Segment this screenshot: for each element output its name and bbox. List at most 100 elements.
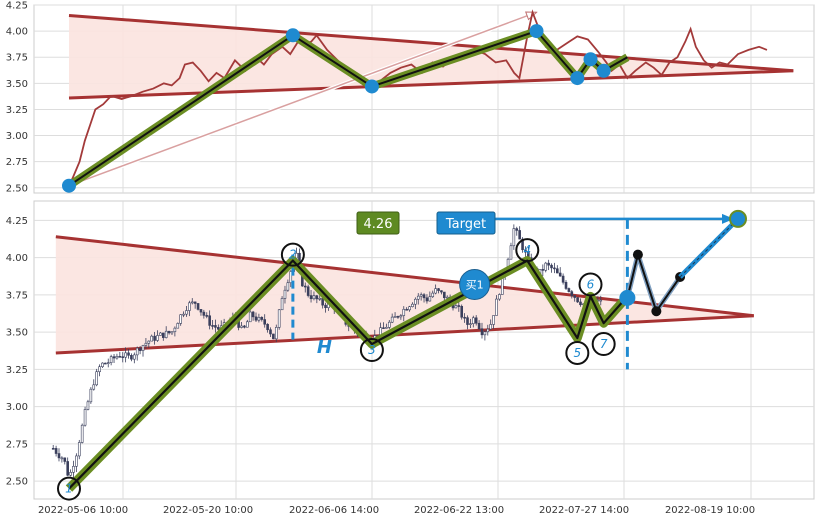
projection-dot-0: [632, 249, 643, 260]
candle-body: [211, 325, 214, 327]
candle-body: [382, 327, 385, 329]
candle-body: [263, 319, 266, 325]
pivot-circle-2: [280, 242, 305, 267]
candle-body: [393, 316, 397, 318]
bottom-xtick-label: 2022-05-20 10:00: [163, 505, 253, 516]
top-ytick-label: 3.25: [6, 105, 28, 116]
candle-body: [77, 442, 81, 457]
candle-body: [54, 448, 58, 454]
top-triangle-upper: [68, 13, 794, 73]
candle-body: [106, 362, 110, 364]
candle-body: [443, 291, 446, 299]
candle-body: [509, 245, 513, 260]
candle-body: [95, 371, 98, 386]
pivot-label-6: 6: [587, 277, 595, 291]
candle-body: [550, 264, 553, 269]
candle-body: [318, 297, 322, 300]
candle-body: [83, 409, 87, 426]
bottom-xtick-label: 2022-07-27 14:00: [539, 505, 629, 516]
candle-body: [544, 262, 548, 271]
candle-body: [561, 275, 565, 283]
candle-body: [466, 317, 469, 325]
candle-body: [254, 316, 258, 321]
candle-body: [272, 333, 275, 340]
candle-body: [138, 347, 142, 351]
entry-dot: [619, 289, 636, 306]
bottom-xtick-label: 2022-06-06 14:00: [289, 505, 379, 516]
candle-body: [541, 269, 545, 271]
candle-body: [547, 262, 550, 266]
candle-body: [205, 315, 209, 317]
candle-body: [518, 230, 521, 240]
candle-body: [269, 329, 272, 335]
candle-body: [576, 297, 579, 303]
bottom-ytick-label: 2.50: [6, 477, 28, 488]
candle-body: [72, 465, 75, 473]
pivot-circle-5: [565, 340, 590, 365]
candle-body: [434, 288, 437, 294]
candle-body: [396, 316, 400, 318]
candle-body: [486, 328, 490, 333]
top-pivot-dot-0: [62, 178, 76, 193]
candle-body: [130, 355, 133, 360]
top-ytick-label: 2.75: [6, 157, 28, 168]
candle-body: [498, 294, 501, 300]
candle-body: [159, 332, 162, 336]
candle-body: [75, 455, 78, 467]
candle-body: [524, 249, 527, 253]
top-panel: 2.50 2.75 3.00 3.25 3.50 3.75 4.00 4.25: [6, 1, 815, 194]
target-path-dash: [679, 218, 739, 278]
candle-body: [185, 310, 188, 315]
candle-body: [156, 335, 159, 341]
candle-body: [243, 325, 246, 328]
candle-body: [167, 330, 171, 334]
top-ytick-label: 4.00: [6, 27, 28, 38]
top-ytick-label: 3.75: [6, 53, 28, 64]
candle-body: [483, 331, 487, 336]
bottom-ytick-label: 4.25: [6, 216, 28, 227]
bottom-xtick-label: 2022-06-22 13:00: [414, 505, 504, 516]
bottom-ytick-label: 3.00: [6, 402, 28, 413]
candle-body: [179, 314, 182, 324]
candle-body: [312, 295, 316, 300]
candle-body: [89, 388, 93, 403]
candle-body: [564, 281, 568, 289]
candle-body: [480, 328, 484, 336]
top-pivot-dot-4: [570, 71, 585, 86]
candle-body: [474, 317, 478, 324]
pivot-circle-6: [578, 272, 603, 297]
candle-body: [202, 311, 206, 316]
candle-body: [63, 457, 67, 462]
height-label: H: [317, 337, 332, 358]
top-pivot-dot-3: [529, 24, 544, 39]
candle-body: [188, 302, 191, 311]
candle-body: [173, 327, 177, 333]
candle-body: [208, 315, 211, 326]
candle-body: [411, 303, 414, 308]
candle-body: [86, 401, 90, 410]
candle-body: [161, 332, 165, 338]
top-ytick-label: 3.50: [6, 79, 28, 90]
candle-body: [240, 325, 243, 328]
buy-marker: [459, 268, 491, 300]
candle-body: [164, 330, 168, 338]
candle-body: [303, 285, 307, 288]
candle-body: [425, 297, 429, 302]
candle-body: [144, 342, 148, 346]
bottom-triangle-upper: [55, 235, 754, 318]
candle-body: [251, 311, 255, 318]
candle-body: [414, 298, 417, 305]
candle-body: [141, 345, 145, 351]
candle-body: [599, 299, 603, 302]
bottom-ytick-label: 4.00: [6, 253, 28, 264]
candle-body: [274, 327, 278, 340]
candle-body: [199, 309, 203, 313]
candle-body: [521, 238, 524, 251]
candle-body: [280, 298, 284, 311]
candle-body: [431, 292, 435, 297]
candle-body: [60, 457, 64, 460]
candle-body: [419, 294, 423, 297]
target-value-box: [356, 211, 400, 235]
